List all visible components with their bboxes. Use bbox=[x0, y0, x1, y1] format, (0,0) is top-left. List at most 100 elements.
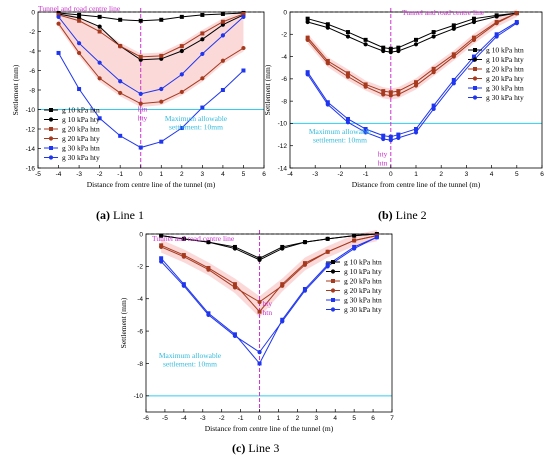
x-tick-label: 2 bbox=[296, 415, 300, 422]
data-point bbox=[220, 58, 226, 63]
data-point bbox=[494, 34, 499, 39]
data-point bbox=[97, 60, 102, 65]
data-point bbox=[280, 283, 285, 288]
data-point bbox=[159, 53, 164, 58]
data-point bbox=[431, 30, 436, 35]
data-point bbox=[363, 127, 368, 131]
y-tick-label: -2 bbox=[29, 29, 35, 36]
data-point bbox=[431, 70, 436, 75]
data-point bbox=[494, 14, 499, 19]
legend-label: g 30 kPa htn bbox=[62, 144, 100, 153]
data-point bbox=[138, 91, 143, 96]
x-tick-label: -1 bbox=[238, 415, 244, 422]
data-point bbox=[305, 70, 310, 75]
data-point bbox=[159, 244, 164, 250]
legend-label: g 10 kPa htn bbox=[62, 106, 100, 115]
data-point bbox=[413, 130, 419, 135]
data-point bbox=[118, 79, 123, 84]
data-point bbox=[413, 83, 419, 88]
caption-text: Line 2 bbox=[393, 208, 427, 222]
data-point bbox=[159, 256, 164, 261]
data-point bbox=[388, 46, 393, 51]
legend-label: g 20 kPa hty bbox=[344, 286, 382, 295]
data-point bbox=[200, 31, 205, 36]
data-point bbox=[232, 285, 238, 290]
x-tick-label: -4 bbox=[287, 171, 293, 178]
x-tick-label: -3 bbox=[200, 415, 206, 422]
data-point bbox=[363, 82, 368, 87]
y-axis-label: Settlement (mm) bbox=[119, 297, 128, 348]
data-point bbox=[302, 288, 308, 293]
y-tick-label: -4 bbox=[281, 54, 287, 61]
chart-panel-b: -4 -3 -2 -1 0 1 2 3 4 5 6-14-12-10-8-6-4-20Distanc… bbox=[263, 8, 544, 189]
data-point bbox=[363, 37, 368, 42]
x-tick-label: 5 bbox=[242, 171, 246, 178]
data-point bbox=[232, 282, 237, 287]
y-tick-label: -2 bbox=[137, 264, 143, 271]
data-point bbox=[232, 246, 238, 251]
x-tick-label: 2 bbox=[439, 171, 443, 178]
y-tick-label: -2 bbox=[281, 32, 287, 39]
data-point bbox=[77, 87, 82, 92]
data-point bbox=[138, 18, 143, 23]
legend-label: g 30 kPa htn bbox=[344, 296, 382, 305]
x-tick-label: -4 bbox=[181, 415, 187, 422]
x-tick-label: 7 bbox=[390, 415, 394, 422]
legend-label: g 10 kPa htn bbox=[486, 46, 524, 55]
caption-label: (b) bbox=[378, 208, 393, 222]
x-axis-label: Distance from centre line of the tunnel … bbox=[87, 180, 216, 189]
data-point bbox=[257, 361, 262, 366]
data-point bbox=[138, 101, 143, 106]
centre-line-label: Tunnel and road centre line bbox=[152, 234, 235, 243]
x-tick-label: 0 bbox=[139, 171, 143, 178]
data-point bbox=[97, 24, 102, 29]
threshold-label: settlement: 10mm bbox=[169, 123, 223, 132]
data-point bbox=[181, 236, 186, 241]
data-point bbox=[220, 19, 225, 24]
series-line bbox=[58, 16, 244, 95]
data-point bbox=[305, 19, 310, 25]
data-point bbox=[206, 267, 211, 272]
x-tick-label: 1 bbox=[277, 415, 281, 422]
data-point bbox=[388, 90, 393, 95]
data-point bbox=[396, 135, 401, 141]
data-point bbox=[451, 77, 456, 82]
y-axis-label: Settlement (mm) bbox=[11, 64, 20, 115]
legend-label: g 20 kPa hty bbox=[486, 74, 524, 83]
caption-label: (c) bbox=[232, 441, 245, 455]
data-point bbox=[305, 72, 310, 77]
x-tick-label: -6 bbox=[143, 415, 149, 422]
legend-label: g 20 kPa hty bbox=[62, 134, 100, 143]
data-point bbox=[451, 52, 456, 57]
x-tick-label: 1 bbox=[159, 171, 163, 178]
data-point bbox=[200, 51, 205, 57]
legend-marker bbox=[331, 260, 335, 264]
data-point bbox=[97, 76, 102, 81]
threshold-label: Maximum allowable bbox=[165, 114, 228, 123]
y-tick-label: -6 bbox=[29, 68, 35, 75]
y-tick-label: -12 bbox=[26, 126, 36, 133]
series-line bbox=[161, 233, 377, 261]
data-point bbox=[363, 130, 368, 135]
data-point bbox=[241, 68, 246, 73]
data-point bbox=[363, 84, 368, 89]
data-point bbox=[381, 136, 386, 142]
legend-marker bbox=[473, 67, 477, 71]
x-tick-label: 6 bbox=[540, 171, 544, 178]
data-point bbox=[352, 238, 357, 243]
data-point bbox=[345, 71, 350, 76]
data-point bbox=[302, 262, 308, 267]
y-tick-label: -4 bbox=[137, 296, 143, 303]
legend-marker bbox=[472, 57, 478, 62]
data-point bbox=[352, 233, 357, 238]
data-point bbox=[374, 235, 379, 240]
data-point bbox=[494, 32, 499, 37]
x-tick-label: 3 bbox=[314, 415, 318, 422]
legend-marker bbox=[49, 146, 53, 150]
legend-label: g 30 kPa htn bbox=[486, 84, 524, 93]
data-point bbox=[159, 139, 164, 144]
legend-label: g 10 kPa htn bbox=[344, 258, 382, 267]
data-point bbox=[388, 93, 393, 98]
data-point bbox=[56, 14, 61, 19]
